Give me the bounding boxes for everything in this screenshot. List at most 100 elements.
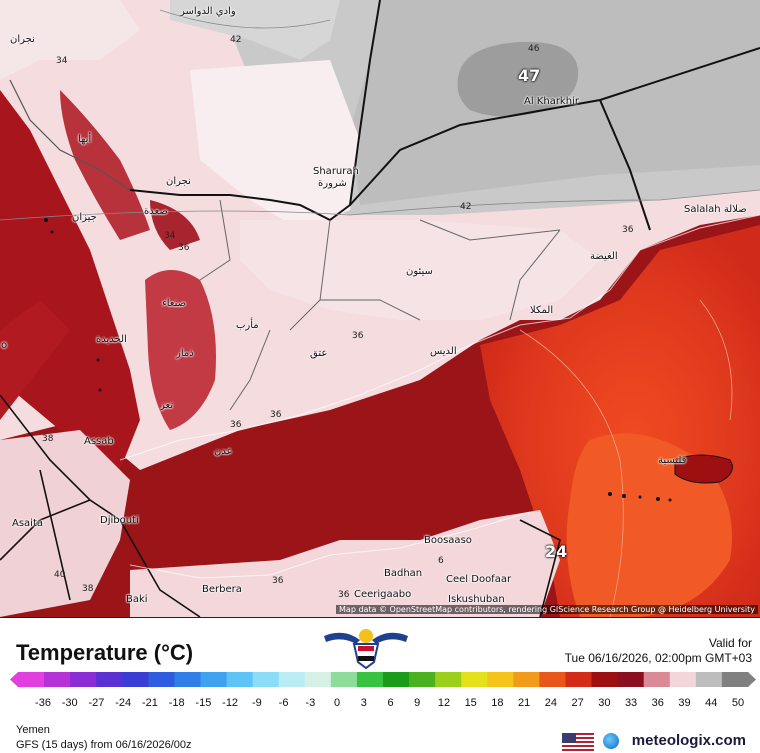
map-label-abha: أبها (78, 134, 92, 145)
color-bar-swatch (200, 672, 228, 687)
color-bar-swatch (174, 672, 201, 687)
color-bar-tick-label: -12 (222, 697, 239, 709)
map-label-socotra: قلنسية (658, 455, 687, 466)
map-label-iskushuban: Iskushuban (448, 594, 505, 605)
color-bar-tick-label: 33 (624, 697, 638, 709)
color-bar-swatch (356, 672, 384, 687)
region-label: Yemen (16, 724, 50, 736)
map-label-ceerigaabo: Ceerigaabo (354, 589, 412, 600)
valid-for-label: Valid for (708, 636, 752, 650)
color-bar-swatch (409, 672, 436, 687)
color-bar-tick-label: 39 (678, 697, 691, 709)
color-bar-tick-label: 24 (544, 697, 557, 709)
min-temperature-value: 24 (545, 542, 568, 561)
color-bar-swatch (539, 672, 566, 687)
color-bar-tick-label: 36 (651, 697, 664, 709)
color-bar-tick-label: -18 (168, 697, 185, 709)
map-label-sayun: سيئون (406, 266, 433, 277)
color-bar-swatch (383, 672, 410, 687)
contour-label: 46 (528, 44, 540, 54)
map-label-ataq: عتق (310, 348, 328, 359)
map-label-djibouti: Djibouti (100, 515, 139, 526)
color-bar-tick-label: -21 (141, 697, 158, 709)
color-bar-swatch (122, 672, 149, 687)
color-bar-tick-label: 18 (491, 697, 504, 709)
map-label-assab: Assab (84, 436, 114, 447)
map-label-marib: مأرب (236, 320, 259, 331)
map-label-sharurah: Sharurah (313, 166, 359, 177)
map-label-jizan: جيزان (72, 212, 97, 223)
color-bar-tick-label: -3 (305, 697, 316, 709)
model-run-label: GFS (15 days) from 06/16/2026/00z (16, 739, 192, 751)
color-bar-swatch (70, 672, 97, 687)
contour-label: 34 (56, 56, 68, 66)
color-bar-arrow-left (10, 672, 18, 687)
map-label-hodeidah: الحديدة (96, 334, 127, 345)
contour-label: 6 (438, 556, 444, 566)
map-label-salalah: Salalah صلالة (684, 204, 747, 215)
map-label-berbera: Berbera (202, 584, 242, 595)
contour-label: 40 (54, 570, 66, 580)
color-bar-swatch (18, 672, 45, 687)
color-bar-tick-label: 50 (731, 697, 745, 709)
contour-label: 36 (622, 225, 634, 235)
color-bar-swatch (148, 672, 175, 687)
color-bar-tick-label: -30 (61, 697, 78, 709)
color-bar-swatch (330, 672, 358, 687)
max-temperature-value: 47 (518, 66, 541, 85)
meteologix-logo-icon (603, 733, 619, 749)
color-bar-tick-label: -36 (35, 697, 51, 709)
color-bar-swatch (565, 672, 593, 687)
map-title: Temperature (°C) (16, 640, 194, 665)
contour-label: 36 (178, 243, 190, 253)
contour-label: 38 (82, 584, 94, 594)
color-bar-tick-label: 21 (518, 697, 531, 709)
color-bar-swatch (435, 672, 462, 687)
color-bar-swatch (461, 672, 488, 687)
map-label-al-kharkhir: Al Kharkhir (524, 96, 579, 107)
color-bar-swatch (695, 672, 723, 687)
map-label-sharurah-ar: شرورة (318, 178, 347, 189)
color-bar-swatch (96, 672, 123, 687)
color-bar-tick-label: 30 (598, 697, 611, 709)
map-canvas (0, 0, 760, 617)
contour-label: 42 (230, 35, 242, 45)
temperature-map[interactable]: وادي الدواسر نجران أبها نجران جيزان صعدة… (0, 0, 760, 618)
contour-label: 36 (230, 420, 242, 430)
map-label-ceel-doofaar: Ceel Doofaar (446, 574, 512, 585)
color-bar-swatch (617, 672, 645, 687)
contour-label: 34 (164, 231, 176, 241)
color-bar-arrow-right (748, 672, 756, 687)
color-bar-swatch (669, 672, 697, 687)
contour-label: 42 (460, 202, 472, 212)
color-bar-tick-label: -15 (195, 697, 212, 709)
map-label-al-ghaydah: الغيضة (590, 251, 618, 262)
color-bar-swatch (226, 672, 254, 687)
contour-label: 36 (270, 410, 282, 420)
color-bar-swatch (487, 672, 514, 687)
contour-label: 36 (338, 590, 350, 600)
brand-link[interactable]: meteologix.com (631, 732, 746, 749)
valid-time: Tue 06/16/2026, 02:00pm GMT+03 (564, 651, 752, 665)
color-bar-tick-label: -27 (88, 697, 105, 709)
map-label-dhamar: ذمار (176, 348, 194, 359)
color-bar-swatch (44, 672, 71, 687)
map-label-taiz: تعز (160, 400, 174, 411)
color-bar-swatch (278, 672, 306, 687)
us-flag-icon[interactable] (562, 733, 594, 751)
color-bar-tick-label: 6 (387, 697, 394, 709)
contour-label: 38 (42, 434, 54, 444)
color-bar-tick-label: 0 (333, 697, 341, 709)
map-label-najran: نجران (166, 176, 191, 187)
temperature-color-bar (10, 672, 756, 687)
color-bar-tick-label: -6 (278, 697, 289, 709)
color-bar-swatch (304, 672, 332, 687)
yemen-meteorology-logo (324, 629, 408, 670)
map-label-wadi-dawasir: وادي الدواسر (180, 6, 236, 17)
color-bar-swatch (513, 672, 540, 687)
color-bar-swatch (721, 672, 749, 687)
color-bar-tick-label: -24 (115, 697, 132, 709)
map-label-dis: الديس (430, 346, 457, 357)
map-label-boosaaso: Boosaaso (424, 535, 472, 546)
contour-label: 36 (352, 331, 364, 341)
